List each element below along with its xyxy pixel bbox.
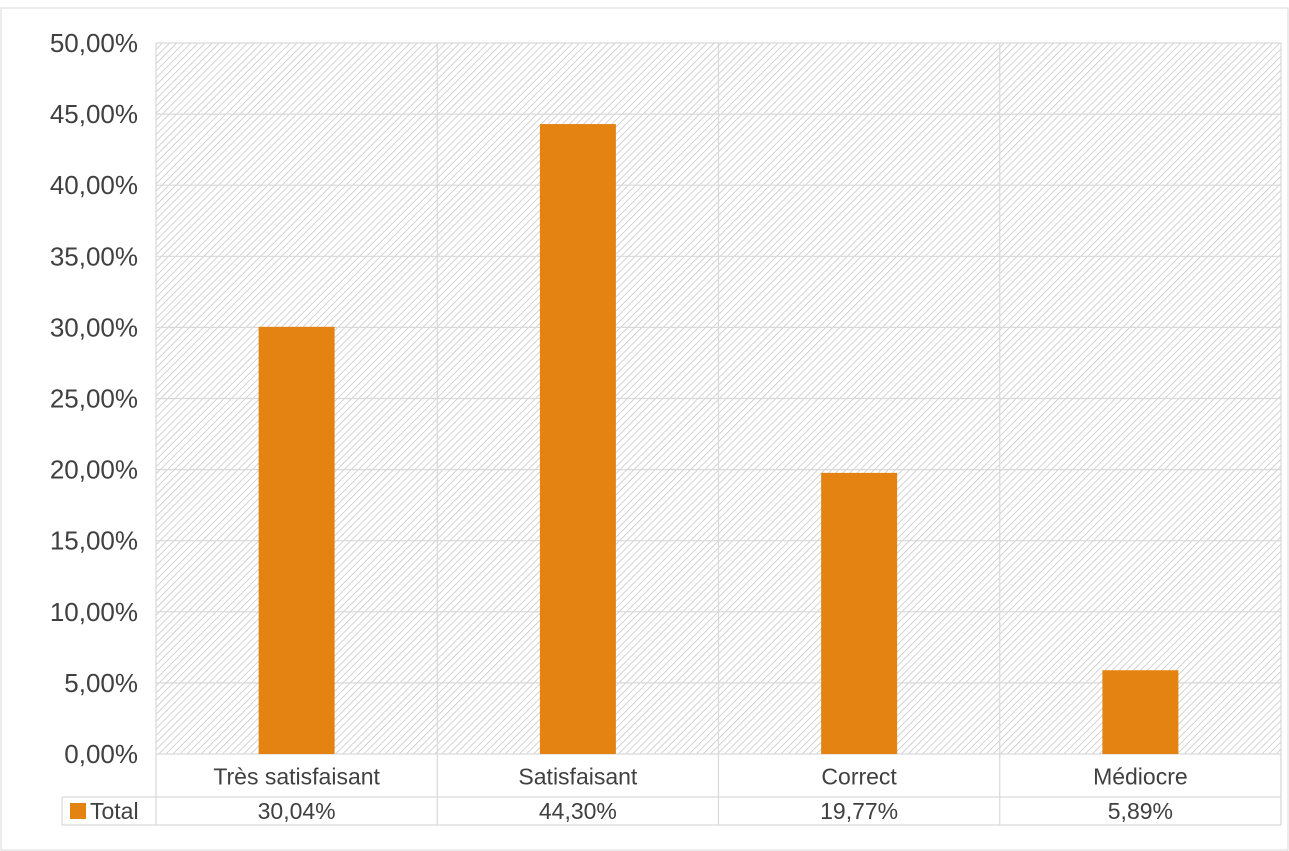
y-tick-label: 30,00% [50, 312, 138, 342]
y-tick-label: 15,00% [50, 526, 138, 556]
bar-2 [539, 124, 616, 754]
legend-swatch [70, 803, 86, 819]
gridlines [155, 42, 1282, 825]
data-table: Très satisfaisant 30,04% Satisfaisant 44,30… [61, 754, 1282, 826]
data-table-value: 44,30% [539, 798, 617, 824]
y-axis-tick-labels: 0,00% 5,00% 10,00% 15,00% 20,00% 25,00% 30,00%… [50, 28, 138, 769]
y-tick-label: 5,00% [64, 668, 138, 698]
y-tick-label: 35,00% [50, 241, 138, 271]
y-tick-label: 45,00% [50, 99, 138, 129]
y-tick-label: 10,00% [50, 597, 138, 627]
category-label: Médiocre [1093, 764, 1188, 790]
bar-3 [821, 472, 898, 754]
y-tick-label: 20,00% [50, 455, 138, 485]
bar-4 [1102, 670, 1179, 754]
category-label: Satisfaisant [518, 764, 638, 790]
legend-label: Total [90, 798, 139, 824]
data-table-value: 19,77% [820, 798, 898, 824]
category-label: Très satisfaisant [213, 764, 380, 790]
data-table-value: 5,89% [1108, 798, 1173, 824]
category-label: Correct [821, 764, 897, 790]
y-tick-label: 40,00% [50, 170, 138, 200]
bars [258, 124, 1179, 754]
bar-1 [258, 326, 335, 754]
y-tick-label: 50,00% [50, 28, 138, 58]
y-tick-label: 0,00% [64, 739, 138, 769]
data-table-value: 30,04% [258, 798, 336, 824]
y-tick-label: 25,00% [50, 384, 138, 414]
